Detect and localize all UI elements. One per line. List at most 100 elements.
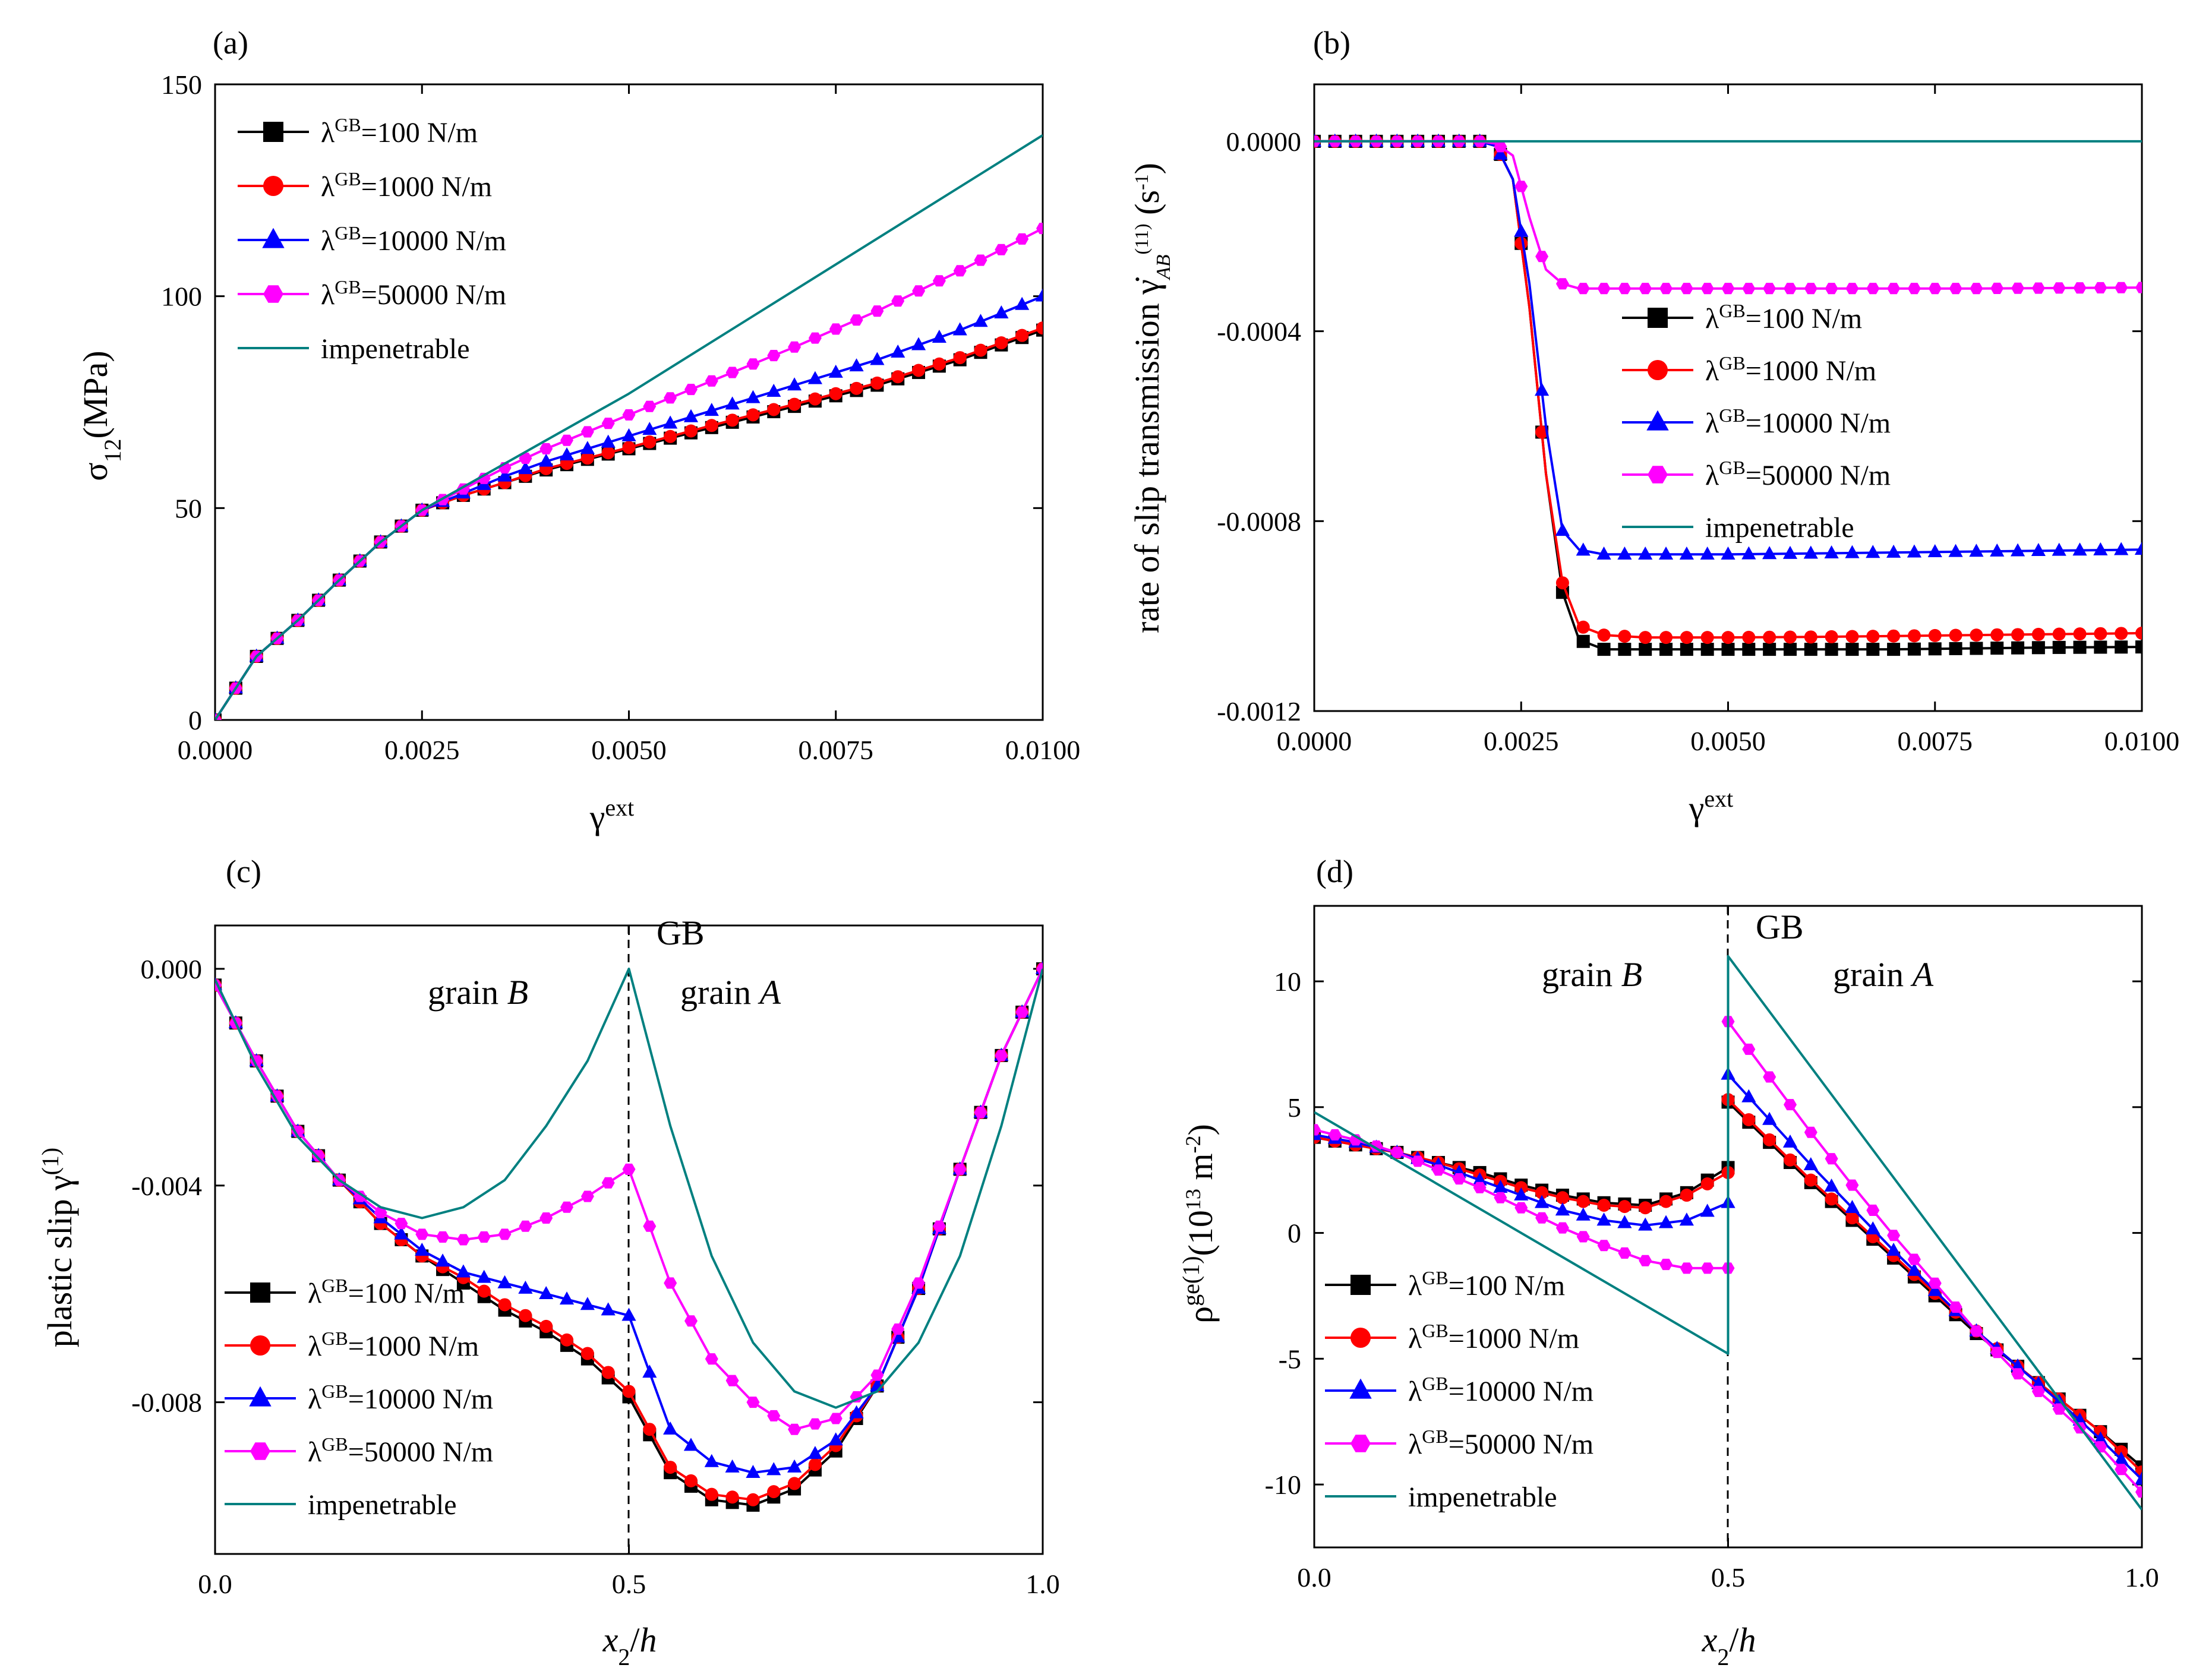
legend-label: λGB=10000 N/m [1705,405,1891,439]
legend-label: λGB=1000 N/m [308,1328,479,1362]
data-point [1845,545,1860,558]
data-point [1721,283,1735,295]
data-point [1314,1124,1321,1136]
data-point [1576,1231,1590,1243]
data-point [1845,1200,1860,1214]
y-tick-label: 50 [175,493,202,523]
series-line [1314,140,2142,639]
data-point [808,392,822,406]
x-tick-label: 0.0 [1297,1562,1331,1593]
data-point [642,422,657,435]
data-point [1927,1282,1942,1296]
data-point [1742,643,1756,656]
data-point [1700,1177,1714,1190]
data-point [580,1190,594,1202]
data-point [580,426,594,438]
data-point [1659,1195,1673,1208]
data-point [2010,1358,2025,1372]
data-point [1990,1347,2004,1359]
data-point [2093,1431,2108,1445]
panel-b-series [1314,133,2142,656]
legend-label: λGB=50000 N/m [1408,1426,1593,1460]
data-point [974,343,987,357]
data-point [1887,629,1901,643]
data-point [1886,1243,1901,1256]
legend-label: λGB=100 N/m [1705,300,1862,334]
data-point [1804,1126,1817,1138]
data-point [1928,283,1942,295]
data-point [1763,643,1776,656]
legend-label: impenetrable [321,333,470,365]
data-point [829,387,842,400]
data-point [1535,1186,1549,1199]
data-point [436,1231,450,1243]
data-point [1639,1201,1652,1215]
data-point [1555,278,1569,290]
data-point [1949,1301,1962,1313]
legend-marker [1646,410,1669,431]
data-point [1534,1195,1550,1208]
data-point [1990,642,2004,655]
data-point [1804,643,1817,656]
data-point [1928,642,1942,656]
data-point [2011,282,2025,294]
legend-label: λGB=10000 N/m [321,222,506,257]
data-point [1680,631,1693,645]
data-point [1015,233,1029,245]
data-point [725,1490,739,1504]
data-point [497,1275,512,1288]
data-point [1514,1202,1528,1214]
data-point [787,1459,802,1473]
data-point [746,408,760,422]
data-point [1824,1179,1839,1192]
data-point [2115,627,2128,640]
legend-marker [263,176,283,196]
data-point [664,1277,677,1289]
data-point [1742,630,1756,644]
data-point [2134,1471,2142,1485]
data-point [1659,1259,1673,1271]
data-point [622,1163,636,1175]
legend-marker [1350,1328,1371,1348]
data-point [891,370,905,384]
data-point [1763,630,1776,644]
data-point [2094,640,2107,654]
data-point [1782,545,1798,559]
data-point [1658,1215,1674,1228]
x-tick-label: 0.0075 [799,735,874,765]
panel-b-y-title: rate of slip transmission γ̇AB(11) (s-1) [1128,163,1175,633]
data-point [643,1220,657,1232]
data-point [1741,1089,1756,1102]
y-tick-label: 100 [161,282,202,312]
data-point [870,305,884,317]
panel-d-annot-grain-a: grain A [1833,955,1934,994]
data-point [456,1234,470,1246]
data-point [1680,1262,1693,1274]
data-point [519,1309,532,1322]
data-point [1390,1146,1404,1158]
data-point [2031,627,2045,641]
data-point [477,1284,491,1298]
data-point [1969,544,1984,557]
data-point [1597,1240,1611,1252]
data-point [1576,283,1590,295]
data-point [828,1432,843,1446]
data-point [1721,546,1735,560]
data-point [1700,546,1715,560]
data-point [725,396,740,410]
data-point [704,1454,719,1467]
x-tick-label: 0.0025 [384,735,460,765]
data-point [394,1226,409,1240]
data-point [518,461,533,475]
data-point [1990,282,2004,294]
legend-label: λGB=100 N/m [321,114,478,149]
data-point [1015,328,1029,342]
data-point [1762,1111,1777,1125]
data-point [312,1150,326,1162]
data-point [1948,544,1963,557]
data-point [1907,642,1921,656]
data-point [1866,545,1880,558]
legend-marker [1648,308,1668,328]
data-point [829,1413,842,1424]
data-point [1514,223,1529,237]
